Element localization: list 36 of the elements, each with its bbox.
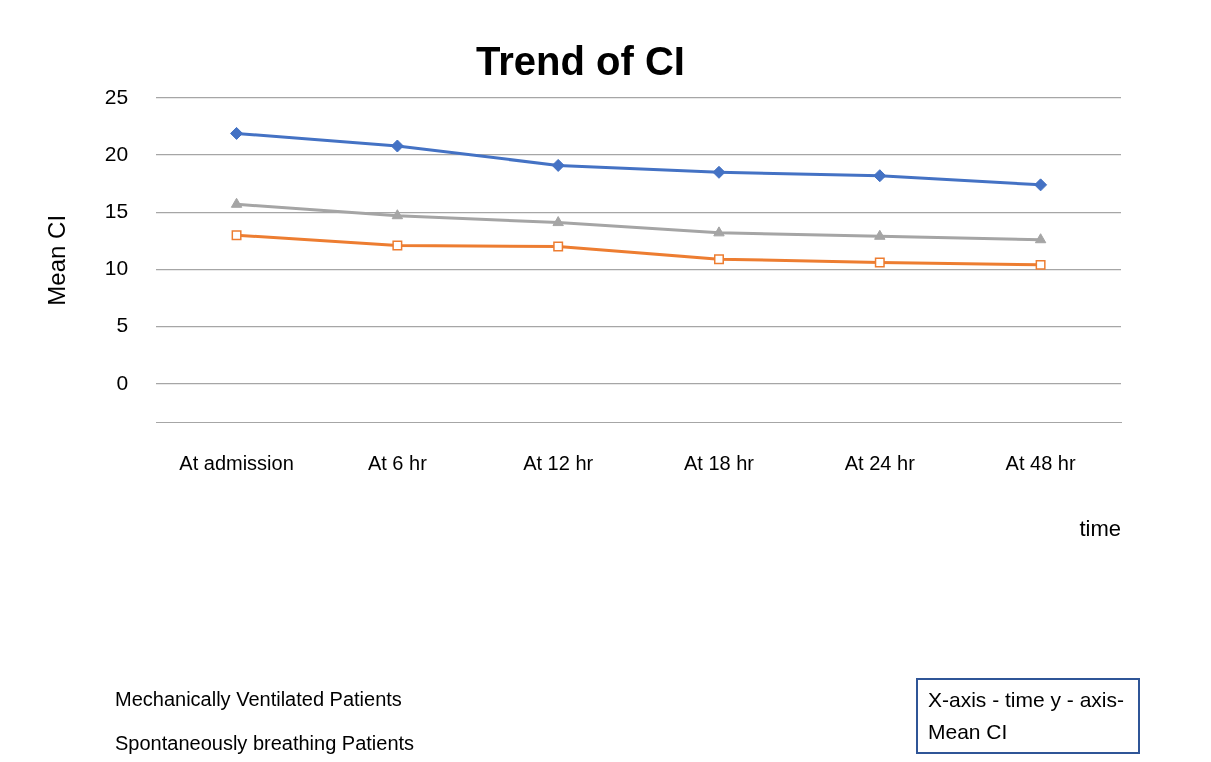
point <box>551 158 565 172</box>
point <box>1034 233 1047 244</box>
chart-title: Trend of CI <box>476 39 685 84</box>
y-tick-label: 5 <box>116 313 129 337</box>
point <box>552 216 564 227</box>
point <box>1034 178 1048 192</box>
point <box>873 169 887 183</box>
y-tick-label: 10 <box>104 256 129 280</box>
point <box>713 254 724 265</box>
point <box>390 139 404 153</box>
point <box>553 241 564 252</box>
point <box>230 126 244 140</box>
y-axis-title: Mean CI <box>43 214 71 306</box>
point <box>392 240 403 251</box>
x-tick-label: At 24 hr <box>844 452 916 475</box>
text: Spontaneously breathing Patients <box>115 732 415 755</box>
point <box>712 165 726 179</box>
text: X-axis - time y - axis- Mean CI <box>916 678 1140 754</box>
x-tick-label: At 18 hr <box>683 452 755 475</box>
x-tick-label: At 12 hr <box>523 452 594 475</box>
x-tick-label: At admission <box>179 452 294 475</box>
point <box>1035 259 1046 270</box>
point <box>231 230 242 241</box>
point <box>391 209 404 220</box>
x-axis-title: time <box>1079 515 1121 541</box>
y-tick-label: 25 <box>104 84 129 108</box>
y-tick-label: 0 <box>116 370 129 394</box>
x-tick-label: At 6 hr <box>367 452 428 475</box>
point <box>874 257 885 268</box>
point <box>713 226 725 237</box>
text: Mechanically Ventilated Patients <box>115 688 402 711</box>
y-tick-label: 15 <box>104 199 129 223</box>
y-tick-label: 20 <box>104 141 129 165</box>
x-tick-label: At 48 hr <box>1005 452 1076 475</box>
point <box>230 197 243 208</box>
point <box>874 229 886 240</box>
